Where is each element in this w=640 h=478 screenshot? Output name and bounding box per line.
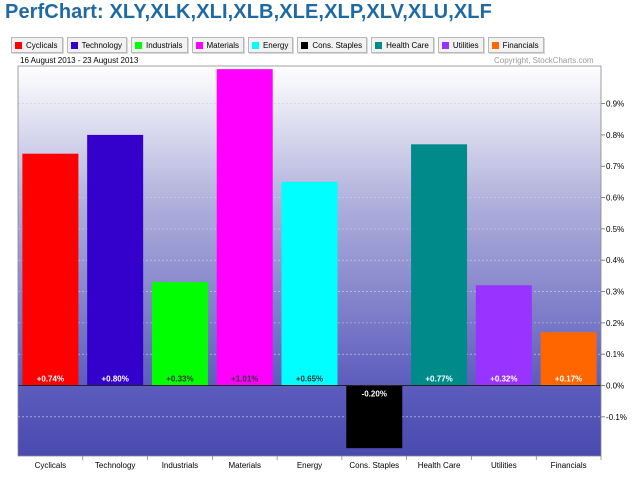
copyright-notice: Copyright, StockCharts.com: [494, 56, 594, 65]
y-tick-label: 0.0%: [606, 382, 624, 391]
x-category-label: Energy: [297, 461, 322, 470]
legend-swatch: [301, 41, 309, 49]
bar-value-label: +0.17%: [555, 375, 582, 384]
legend-swatch: [70, 41, 78, 49]
bar-value-label: +0.65%: [296, 375, 323, 384]
legend-swatch: [441, 41, 449, 49]
legend-item-1[interactable]: Technology: [66, 37, 128, 53]
bar-cons-staples: [346, 385, 403, 449]
y-tick-label: 0.9%: [606, 100, 624, 109]
bar-value-label: +0.80%: [101, 375, 128, 384]
y-tick-label: 0.2%: [606, 319, 624, 328]
bar-value-label: +0.77%: [425, 375, 452, 384]
y-tick-label: -0.1%: [606, 413, 627, 422]
x-category-label: Financials: [551, 461, 587, 470]
legend-label: Industrials: [146, 40, 183, 50]
legend-label: Cyclicals: [26, 40, 58, 50]
chart-title: PerfChart: XLY,XLK,XLI,XLB,XLE,XLP,XLV,X…: [5, 1, 492, 23]
y-tick-label: 0.8%: [606, 131, 624, 140]
date-range: 16 August 2013 - 23 August 2013: [20, 56, 139, 65]
legend-label: Cons. Staples: [312, 40, 363, 50]
y-tick-label: 0.3%: [606, 288, 624, 297]
legend-swatch: [251, 41, 259, 49]
bar-cyclicals: [22, 153, 79, 386]
x-category-label: Health Care: [418, 461, 461, 470]
bar-financials: [540, 332, 597, 386]
legend-label: Financials: [502, 40, 539, 50]
x-category-label: Industrials: [162, 461, 198, 470]
x-category-label: Materials: [228, 461, 260, 470]
legend-swatch: [491, 41, 499, 49]
legend-item-8[interactable]: Financials: [487, 37, 544, 53]
legend-swatch: [135, 41, 143, 49]
legend-swatch: [375, 41, 383, 49]
legend-label: Materials: [206, 40, 239, 50]
legend-swatch: [15, 41, 22, 49]
bar-technology: [87, 134, 144, 386]
legend-label: Utilities: [452, 40, 479, 50]
y-tick-label: 0.7%: [606, 162, 624, 171]
x-category-label: Cyclicals: [35, 461, 67, 470]
legend-item-5[interactable]: Cons. Staples: [297, 37, 368, 53]
legend-item-7[interactable]: Utilities: [437, 37, 484, 53]
bar-value-label: +1.01%: [231, 375, 258, 384]
bar-industrials: [151, 282, 208, 386]
bar-health-care: [411, 144, 468, 386]
bar-materials: [216, 69, 273, 386]
legend-item-6[interactable]: Health Care: [371, 37, 434, 53]
legend-swatch: [195, 41, 203, 49]
bar-utilities: [475, 285, 532, 386]
legend-label: Health Care: [386, 40, 429, 50]
legend-item-2[interactable]: Industrials: [131, 37, 188, 53]
x-category-label: Technology: [95, 461, 135, 470]
y-tick-label: 0.6%: [606, 194, 624, 203]
legend: Cyclicals Technology Industrials Materials E…: [11, 37, 544, 53]
bar-energy: [281, 181, 338, 386]
x-category-label: Cons. Staples: [349, 461, 399, 470]
y-tick-label: 0.1%: [606, 350, 624, 359]
bar-value-label: -0.20%: [362, 390, 387, 399]
legend-label: Energy: [262, 40, 289, 50]
x-category-label: Utilities: [491, 461, 517, 470]
bar-value-label: +0.74%: [37, 375, 64, 384]
legend-item-0[interactable]: Cyclicals: [11, 37, 63, 53]
legend-label: Technology: [81, 40, 123, 50]
y-tick-label: 0.5%: [606, 225, 624, 234]
y-tick-label: 0.4%: [606, 256, 624, 265]
bar-value-label: +0.32%: [490, 375, 517, 384]
bar-value-label: +0.33%: [166, 375, 193, 384]
plot-frame: [17, 65, 602, 457]
legend-item-3[interactable]: Materials: [191, 37, 244, 53]
legend-item-4[interactable]: Energy: [247, 37, 294, 53]
